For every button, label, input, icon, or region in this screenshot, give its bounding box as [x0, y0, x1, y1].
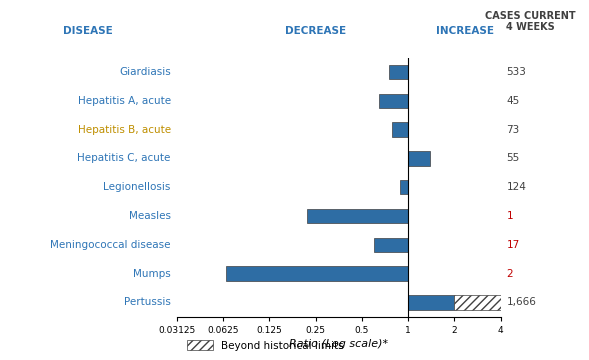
Bar	[408, 151, 429, 166]
Bar	[408, 295, 454, 310]
Text: Measles: Measles	[129, 211, 171, 221]
Text: Hepatitis B, acute: Hepatitis B, acute	[78, 125, 171, 135]
Text: Giardiasis: Giardiasis	[119, 67, 171, 77]
Text: 73: 73	[507, 125, 519, 135]
Text: 17: 17	[507, 240, 519, 250]
X-axis label: Ratio (Log scale)*: Ratio (Log scale)*	[289, 339, 388, 349]
Text: 533: 533	[507, 67, 527, 77]
Text: Mumps: Mumps	[133, 269, 171, 279]
Text: Hepatitis A, acute: Hepatitis A, acute	[78, 96, 171, 106]
Text: 45: 45	[507, 96, 519, 106]
Bar	[374, 238, 408, 252]
Text: Hepatitis C, acute: Hepatitis C, acute	[77, 153, 171, 163]
Text: Meningococcal disease: Meningococcal disease	[50, 240, 171, 250]
Text: Legionellosis: Legionellosis	[104, 182, 171, 192]
Text: INCREASE: INCREASE	[436, 26, 494, 36]
Bar	[307, 209, 408, 223]
Bar	[379, 94, 408, 108]
Bar	[389, 65, 408, 79]
Text: 2: 2	[507, 269, 513, 279]
Text: Pertussis: Pertussis	[124, 297, 171, 307]
Bar	[392, 122, 408, 137]
Text: CASES CURRENT
4 WEEKS: CASES CURRENT 4 WEEKS	[485, 11, 575, 32]
Legend: Beyond historical limits: Beyond historical limits	[183, 336, 348, 355]
Bar	[399, 180, 408, 194]
Text: DISEASE: DISEASE	[64, 26, 113, 36]
Text: 1: 1	[507, 211, 513, 221]
Bar	[226, 266, 408, 281]
Text: 55: 55	[507, 153, 519, 163]
Text: 1,666: 1,666	[507, 297, 537, 307]
Bar	[454, 295, 501, 310]
Text: 124: 124	[507, 182, 527, 192]
Text: DECREASE: DECREASE	[285, 26, 346, 36]
